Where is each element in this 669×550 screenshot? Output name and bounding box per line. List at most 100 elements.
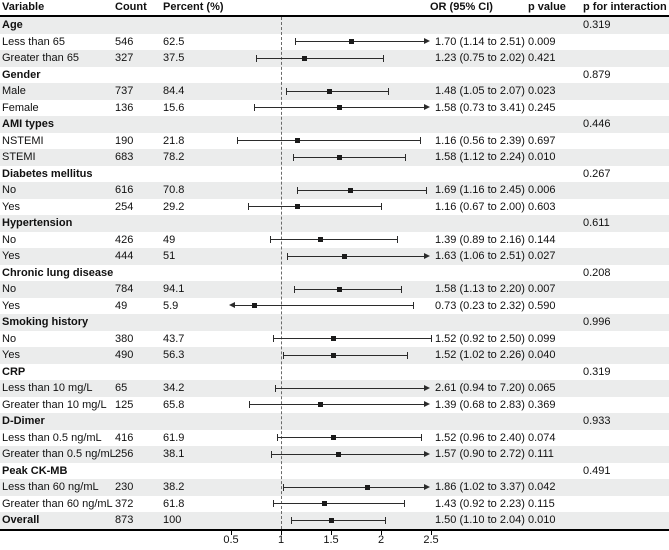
- cell-p: 0.421: [528, 52, 556, 64]
- cell-label: Less than 60 ng/mL: [2, 481, 99, 493]
- x-axis-tick: [281, 530, 282, 535]
- ci-line: [286, 90, 388, 92]
- cell-p: 0.115: [528, 497, 555, 510]
- cell-or-text: 1.58 (1.13 to 2.20): [435, 283, 525, 295]
- cell-or-text: 1.86 (1.02 to 3.37): [435, 481, 525, 493]
- point-estimate-marker: [341, 253, 347, 259]
- ci-right-cap: [405, 153, 406, 161]
- data-row: No 616 70.8 1.69 (1.16 to 2.45) 0.006: [0, 182, 669, 199]
- point-estimate-marker: [336, 154, 342, 160]
- point-estimate-marker: [336, 105, 342, 111]
- point-estimate-marker: [335, 451, 341, 457]
- data-row: Yes 490 56.3 1.52 (1.02 to 2.26) 0.040: [0, 347, 669, 364]
- ci-right-arrow: [424, 38, 430, 45]
- cell-count: 784: [115, 283, 134, 295]
- data-row: No 380 43.7 1.52 (0.92 to 2.50) 0.099: [0, 331, 669, 348]
- point-estimate-marker: [348, 39, 354, 45]
- cell-percent: 70.8: [163, 184, 185, 196]
- cell-label: No: [2, 184, 17, 196]
- point-estimate-marker: [326, 88, 332, 94]
- cell-count: 873: [115, 514, 134, 526]
- ci-line: [248, 206, 381, 208]
- cell-label: NSTEMI: [2, 134, 44, 147]
- cell-count: 546: [115, 35, 134, 48]
- ci-left-arrow: [229, 302, 235, 309]
- cell-p: 0.040: [528, 349, 556, 361]
- x-axis-tick: [381, 530, 382, 535]
- ci-line: [295, 41, 424, 43]
- cell-or-text: 2.61 (0.94 to 7.20): [435, 382, 525, 394]
- cell-percent: 34.2: [163, 382, 185, 394]
- ci-left-cap: [270, 236, 271, 244]
- x-axis-tick: [431, 530, 432, 535]
- ci-line: [277, 437, 421, 439]
- cell-count: 616: [115, 184, 134, 196]
- cell-or-text: 1.58 (0.73 to 3.41): [435, 101, 525, 114]
- data-row: Greater than 65 327 37.5 1.23 (0.75 to 2.02…: [0, 50, 669, 67]
- cell-label: No: [2, 332, 17, 345]
- cell-p-interaction: 0.319: [583, 365, 611, 378]
- cell-or-text: 1.58 (1.12 to 2.24): [435, 151, 525, 163]
- cell-label: Less than 65: [2, 35, 65, 48]
- ci-left-cap: [273, 335, 274, 343]
- cell-or-text: 1.52 (0.92 to 2.50): [435, 332, 525, 345]
- cell-percent: 100: [163, 514, 182, 526]
- ci-left-cap: [286, 87, 287, 95]
- x-axis-tick: [231, 530, 232, 535]
- ci-left-cap: [254, 104, 255, 112]
- cell-or-text: 1.43 (0.92 to 2.23): [435, 497, 525, 510]
- header-or-ci: OR (95% CI): [430, 1, 493, 13]
- point-estimate-marker: [321, 501, 327, 507]
- cell-p-interaction: 0.933: [583, 415, 611, 427]
- ci-right-cap: [413, 302, 414, 310]
- cell-p: 0.590: [528, 299, 556, 312]
- data-row: Yes 49 5.9 0.73 (0.23 to 2.32) 0.590: [0, 298, 669, 315]
- cell-label: Greater than 0.5 ng/mL: [2, 448, 116, 460]
- cell-p: 0.074: [528, 431, 556, 444]
- point-estimate-marker: [294, 204, 300, 210]
- cell-count: 230: [115, 481, 134, 493]
- data-row: Greater than 0.5 ng/mL 256 38.1 1.57 (0.90 …: [0, 446, 669, 463]
- cell-or-text: 1.48 (1.05 to 2.07): [435, 85, 525, 97]
- cell-label: Less than 10 mg/L: [2, 382, 93, 394]
- cell-label: Yes: [2, 200, 20, 213]
- ci-right-arrow: [424, 384, 430, 391]
- cell-p: 0.245: [528, 101, 556, 114]
- cell-p: 0.697: [528, 134, 556, 147]
- cell-count: 256: [115, 448, 134, 460]
- ci-line: [287, 255, 424, 257]
- ci-left-cap: [237, 137, 238, 145]
- cell-label: Chronic lung disease: [2, 266, 114, 279]
- ci-line: [294, 288, 401, 290]
- cell-label: Diabetes mellitus: [2, 167, 93, 180]
- cell-p-interaction: 0.879: [583, 68, 611, 81]
- ci-line: [235, 305, 413, 307]
- ci-line: [237, 140, 420, 142]
- data-row: Female 136 15.6 1.58 (0.73 to 3.41) 0.245: [0, 100, 669, 117]
- cell-label: Peak CK-MB: [2, 464, 68, 477]
- cell-label: CRP: [2, 365, 26, 378]
- x-axis-tick-label: 1.5: [323, 534, 339, 546]
- cell-label: Female: [2, 101, 39, 114]
- header-percent: Percent (%): [163, 1, 224, 13]
- cell-or-text: 1.23 (0.75 to 2.02): [435, 52, 525, 64]
- ci-line: [271, 453, 424, 455]
- cell-label: Yes: [2, 299, 20, 312]
- cell-label: Greater than 10 mg/L: [2, 398, 107, 411]
- cell-p-interaction: 0.319: [583, 19, 611, 31]
- group-row: AMI types 0.446: [0, 116, 669, 133]
- ci-right-arrow: [424, 483, 430, 490]
- ci-line: [293, 156, 405, 158]
- cell-percent: 65.8: [163, 398, 185, 411]
- cell-percent: 94.1: [163, 283, 185, 295]
- cell-or-text: 1.63 (1.06 to 2.51): [435, 250, 525, 262]
- cell-p-interaction: 0.491: [583, 464, 611, 477]
- data-row: Yes 444 51 1.63 (1.06 to 2.51) 0.027: [0, 248, 669, 265]
- cell-p: 0.144: [528, 233, 556, 246]
- cell-or-text: 1.57 (0.90 to 2.72): [435, 448, 525, 460]
- ci-left-cap: [249, 401, 250, 409]
- cell-percent: 61.8: [163, 497, 185, 510]
- cell-p: 0.023: [528, 85, 556, 97]
- ci-left-cap: [283, 483, 284, 491]
